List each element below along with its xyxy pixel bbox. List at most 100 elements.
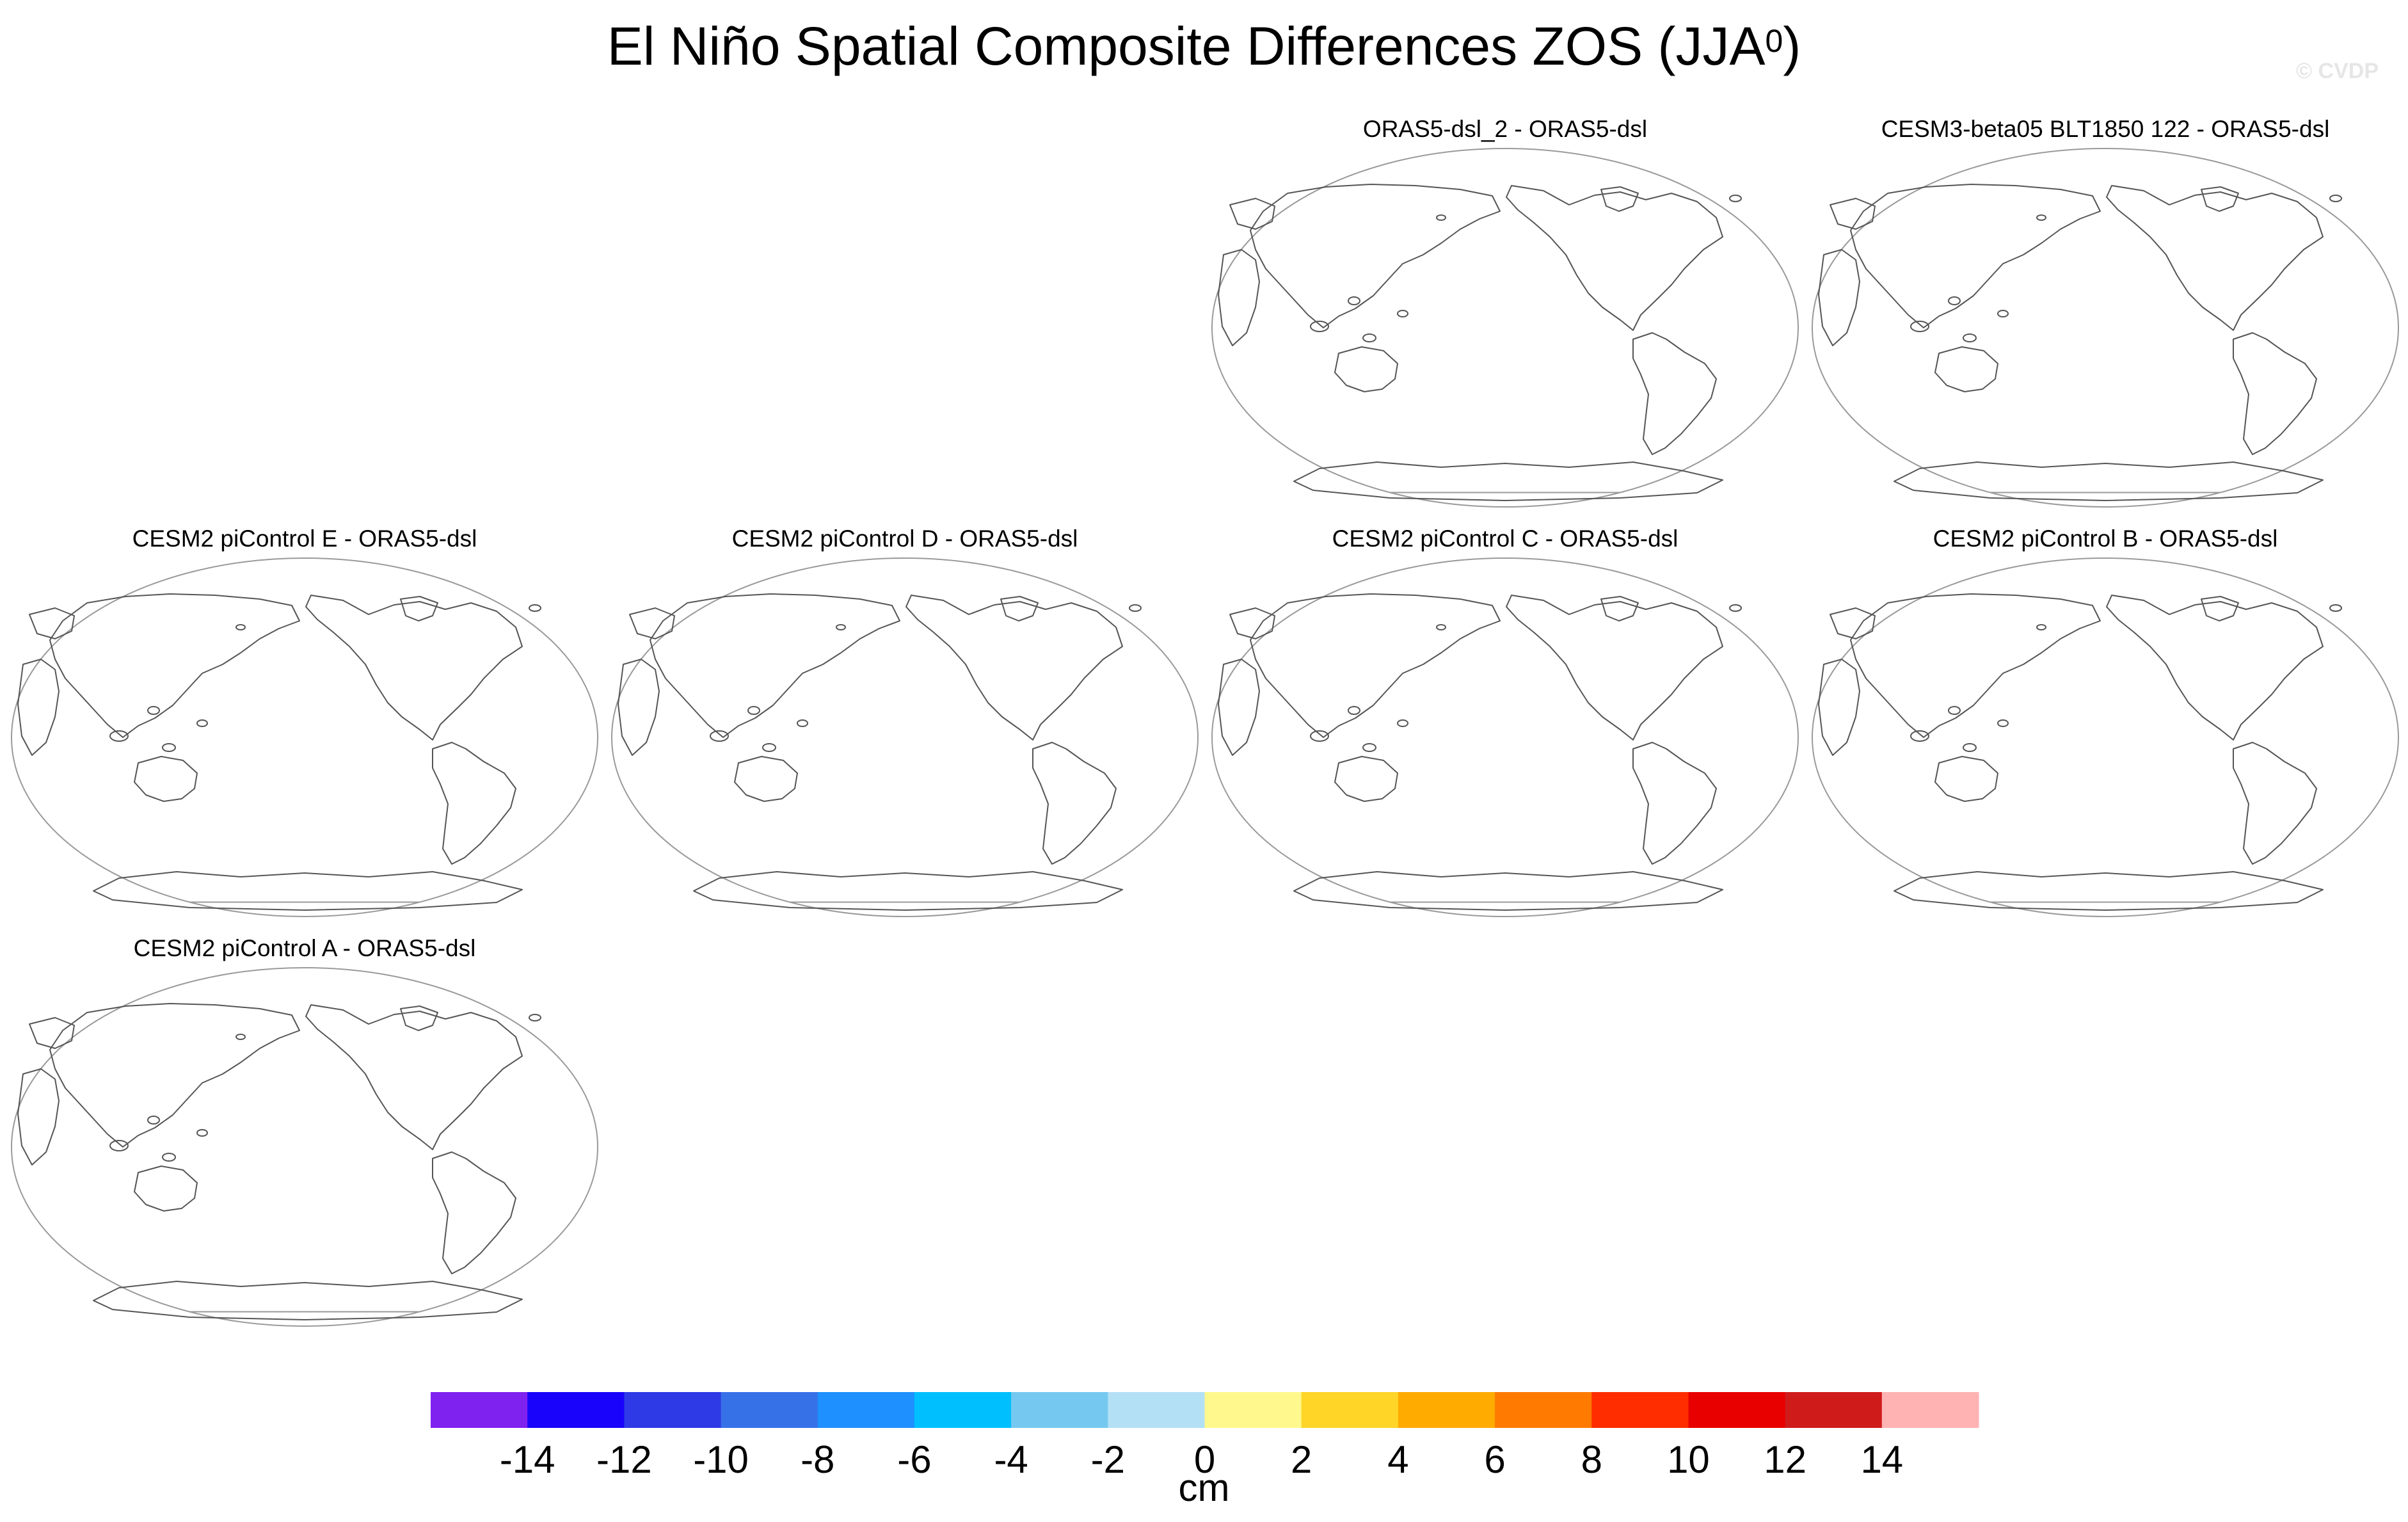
map-panel-cesm2-picontrol-a: CESM2 piControl A - ORAS5-dsl — [10, 934, 599, 1331]
colorbar-box — [914, 1392, 1012, 1428]
island-coast — [1129, 604, 1142, 612]
colorbar-box — [721, 1392, 818, 1428]
island-coast — [1397, 310, 1408, 317]
colorbar-box — [624, 1392, 722, 1428]
australia-coast — [1934, 756, 1998, 802]
antarctica-coast — [1894, 461, 2324, 501]
map-boundary — [11, 967, 598, 1327]
world-map — [11, 967, 598, 1327]
australia-coast — [134, 756, 198, 802]
colorbar-box — [1301, 1392, 1399, 1428]
island-coast — [162, 743, 176, 752]
island-coast — [1948, 296, 1961, 305]
island-coast — [147, 706, 160, 715]
europe-coast — [1229, 198, 1275, 230]
greenland-coast — [2201, 596, 2239, 621]
island-coast — [1948, 706, 1961, 715]
europe-coast — [1830, 607, 1876, 639]
world-map — [1211, 557, 1799, 917]
europe-coast — [629, 607, 675, 639]
australia-coast — [1334, 346, 1398, 392]
colorbar-box — [1495, 1392, 1592, 1428]
island-coast — [1963, 743, 1977, 752]
map-panel-cesm2-picontrol-b: CESM2 piControl B - ORAS5-dsl — [1811, 525, 2400, 922]
colorbar-box — [1688, 1392, 1786, 1428]
island-coast — [1310, 730, 1329, 742]
coastlines — [618, 593, 1142, 911]
africa-coast — [1218, 659, 1260, 756]
asia-coast — [1850, 593, 2101, 738]
map-boundary — [611, 557, 1199, 917]
europe-coast — [1229, 607, 1275, 639]
panel-title: CESM2 piControl D - ORAS5-dsl — [731, 525, 1078, 552]
chart-title: El Niño Spatial Composite Differences ZO… — [0, 14, 2408, 78]
panel-title: CESM3-beta05 BLT1850 122 - ORAS5-dsl — [1881, 116, 2330, 142]
antarctica-coast — [1894, 871, 2324, 911]
island-coast — [1997, 310, 2009, 317]
island-coast — [529, 1014, 541, 1021]
greenland-coast — [1600, 596, 1639, 621]
island-coast — [1910, 730, 1929, 742]
island-coast — [196, 1129, 208, 1137]
greenland-coast — [400, 1005, 438, 1031]
map-boundary — [1812, 557, 2399, 917]
colorbar-box — [817, 1392, 915, 1428]
africa-coast — [1218, 249, 1260, 346]
coastlines — [1218, 184, 1742, 501]
island-coast — [109, 1140, 129, 1151]
map-panel-cesm2-picontrol-c: CESM2 piControl C - ORAS5-dsl — [1211, 525, 1799, 922]
coastlines — [1818, 593, 2342, 911]
map-boundary — [1211, 557, 1799, 917]
colorbar-box — [1108, 1392, 1205, 1428]
south-america-coast — [1632, 742, 1717, 865]
asia-coast — [1250, 593, 1501, 738]
australia-coast — [134, 1166, 198, 1212]
island-coast — [1910, 321, 1929, 332]
chart-title-superscript: 0 — [1765, 23, 1783, 59]
world-map — [1812, 148, 2399, 508]
island-coast — [1436, 214, 1446, 221]
island-coast — [2329, 604, 2342, 612]
africa-coast — [17, 1068, 60, 1166]
australia-coast — [1334, 756, 1398, 802]
north-america-coast — [1506, 595, 1723, 741]
africa-coast — [17, 659, 60, 756]
chart-title-close: ) — [1783, 16, 1801, 76]
antarctica-coast — [1293, 461, 1723, 501]
island-coast — [529, 604, 541, 612]
colorbar-box — [1011, 1392, 1108, 1428]
asia-coast — [650, 593, 900, 738]
chart-title-text: El Niño Spatial Composite Differences ZO… — [607, 16, 1766, 76]
antarctica-coast — [1293, 871, 1723, 911]
colorbar-box — [431, 1392, 528, 1428]
north-america-coast — [2106, 595, 2324, 741]
coastlines — [1818, 184, 2342, 501]
colorbar-box — [1785, 1392, 1883, 1428]
map-panel-cesm2-picontrol-d: CESM2 piControl D - ORAS5-dsl — [610, 525, 1199, 922]
asia-coast — [49, 1003, 300, 1148]
island-coast — [836, 624, 846, 630]
australia-coast — [1934, 346, 1998, 392]
asia-coast — [1250, 184, 1501, 328]
colorbar-box — [527, 1392, 625, 1428]
island-coast — [1362, 333, 1376, 342]
colorbar-unit-label: cm — [1178, 1466, 1230, 1509]
island-coast — [1362, 743, 1376, 752]
colorbar-box — [1881, 1392, 1979, 1428]
island-coast — [1997, 719, 2009, 727]
island-coast — [162, 1153, 176, 1162]
africa-coast — [1818, 659, 1860, 756]
africa-coast — [618, 659, 660, 756]
island-coast — [235, 1034, 246, 1040]
colorbar-box — [1398, 1392, 1495, 1428]
north-america-coast — [305, 1004, 523, 1150]
panel-title: CESM2 piControl A - ORAS5-dsl — [133, 935, 476, 961]
island-coast — [1348, 706, 1360, 715]
world-map — [611, 557, 1199, 917]
panel-title: CESM2 piControl C - ORAS5-dsl — [1332, 525, 1678, 552]
coastlines — [1218, 593, 1742, 911]
antarctica-coast — [93, 871, 523, 911]
greenland-coast — [400, 596, 438, 621]
europe-coast — [1830, 198, 1876, 230]
cvdp-watermark: © CVDP — [2296, 59, 2379, 83]
